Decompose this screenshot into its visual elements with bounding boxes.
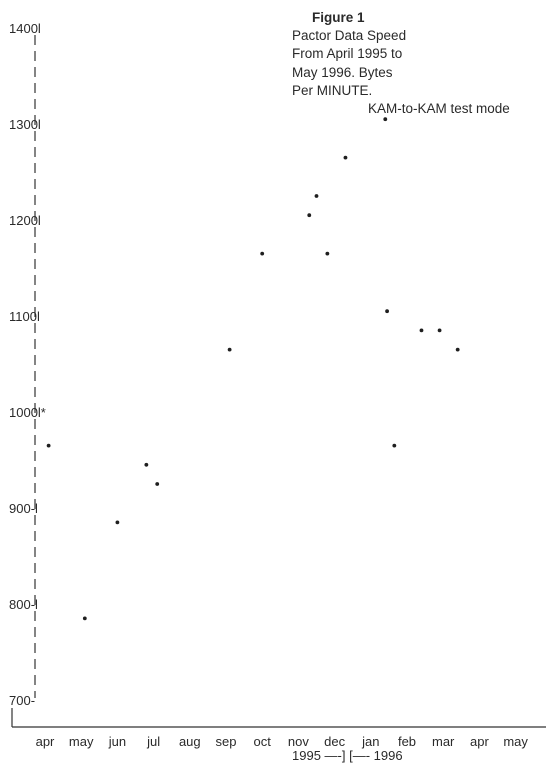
data-point xyxy=(383,117,388,122)
y-tick-label: 1400l xyxy=(9,21,41,36)
caption-line-3: May 1996. Bytes xyxy=(292,65,393,80)
data-point xyxy=(437,328,442,333)
figure-label: Figure 1 xyxy=(312,10,365,25)
figure-caption: Figure 1 Pactor Data Speed From April 19… xyxy=(292,10,510,116)
x-tick-label: jul xyxy=(146,734,160,749)
data-point xyxy=(314,194,319,198)
caption-line-4: Per MINUTE. xyxy=(292,83,372,98)
x-tick-label: sep xyxy=(216,734,237,749)
data-point xyxy=(144,462,149,467)
data-point xyxy=(260,251,265,256)
data-point xyxy=(392,443,397,448)
y-tick-label: 1000l* xyxy=(9,405,46,420)
y-tick-label: 1100l xyxy=(9,309,40,324)
y-tick-label: 1200l xyxy=(9,213,41,228)
data-point xyxy=(455,347,460,352)
year-label: 1995 —-] [—- 1996 xyxy=(292,748,403,763)
x-tick-label: jun xyxy=(108,734,126,749)
chart-axes xyxy=(11,35,546,728)
caption-line-1: Pactor Data Speed xyxy=(292,28,406,43)
x-tick-label: feb xyxy=(398,734,416,749)
caption-note: KAM-to-KAM test mode xyxy=(368,101,510,116)
data-point xyxy=(419,328,424,333)
x-tick-label: mar xyxy=(432,734,455,749)
data-point xyxy=(343,155,348,160)
data-point xyxy=(46,443,51,448)
x-tick-labels: apr may jun jul aug sep oct nov dec jan feb mar apr m… xyxy=(36,734,529,749)
y-tick-label: 1300l xyxy=(9,117,41,132)
data-points xyxy=(46,117,460,621)
x-tick-label: oct xyxy=(254,734,272,749)
x-tick-label: jan xyxy=(361,734,379,749)
data-point xyxy=(307,213,312,218)
data-point xyxy=(155,482,160,486)
data-point xyxy=(82,616,87,621)
x-tick-label: may xyxy=(503,734,528,749)
data-point xyxy=(325,251,330,256)
y-tick-labels: 1400l 1300l 1200l 1100l 1000l* 900-l 800-l 700- xyxy=(9,21,46,708)
caption-line-2: From April 1995 to xyxy=(292,46,402,61)
x-tick-label: may xyxy=(69,734,94,749)
y-tick-label: 700- xyxy=(9,693,35,708)
data-point xyxy=(385,309,389,314)
x-tick-label: apr xyxy=(36,734,55,749)
data-point xyxy=(115,520,120,525)
data-point xyxy=(227,347,232,352)
x-tick-label: nov xyxy=(288,734,309,749)
x-tick-label: apr xyxy=(470,734,489,749)
y-tick-label: 900-l xyxy=(9,501,38,516)
y-tick-label: 800-l xyxy=(9,597,38,612)
x-tick-label: dec xyxy=(324,734,345,749)
x-tick-label: aug xyxy=(179,734,201,749)
